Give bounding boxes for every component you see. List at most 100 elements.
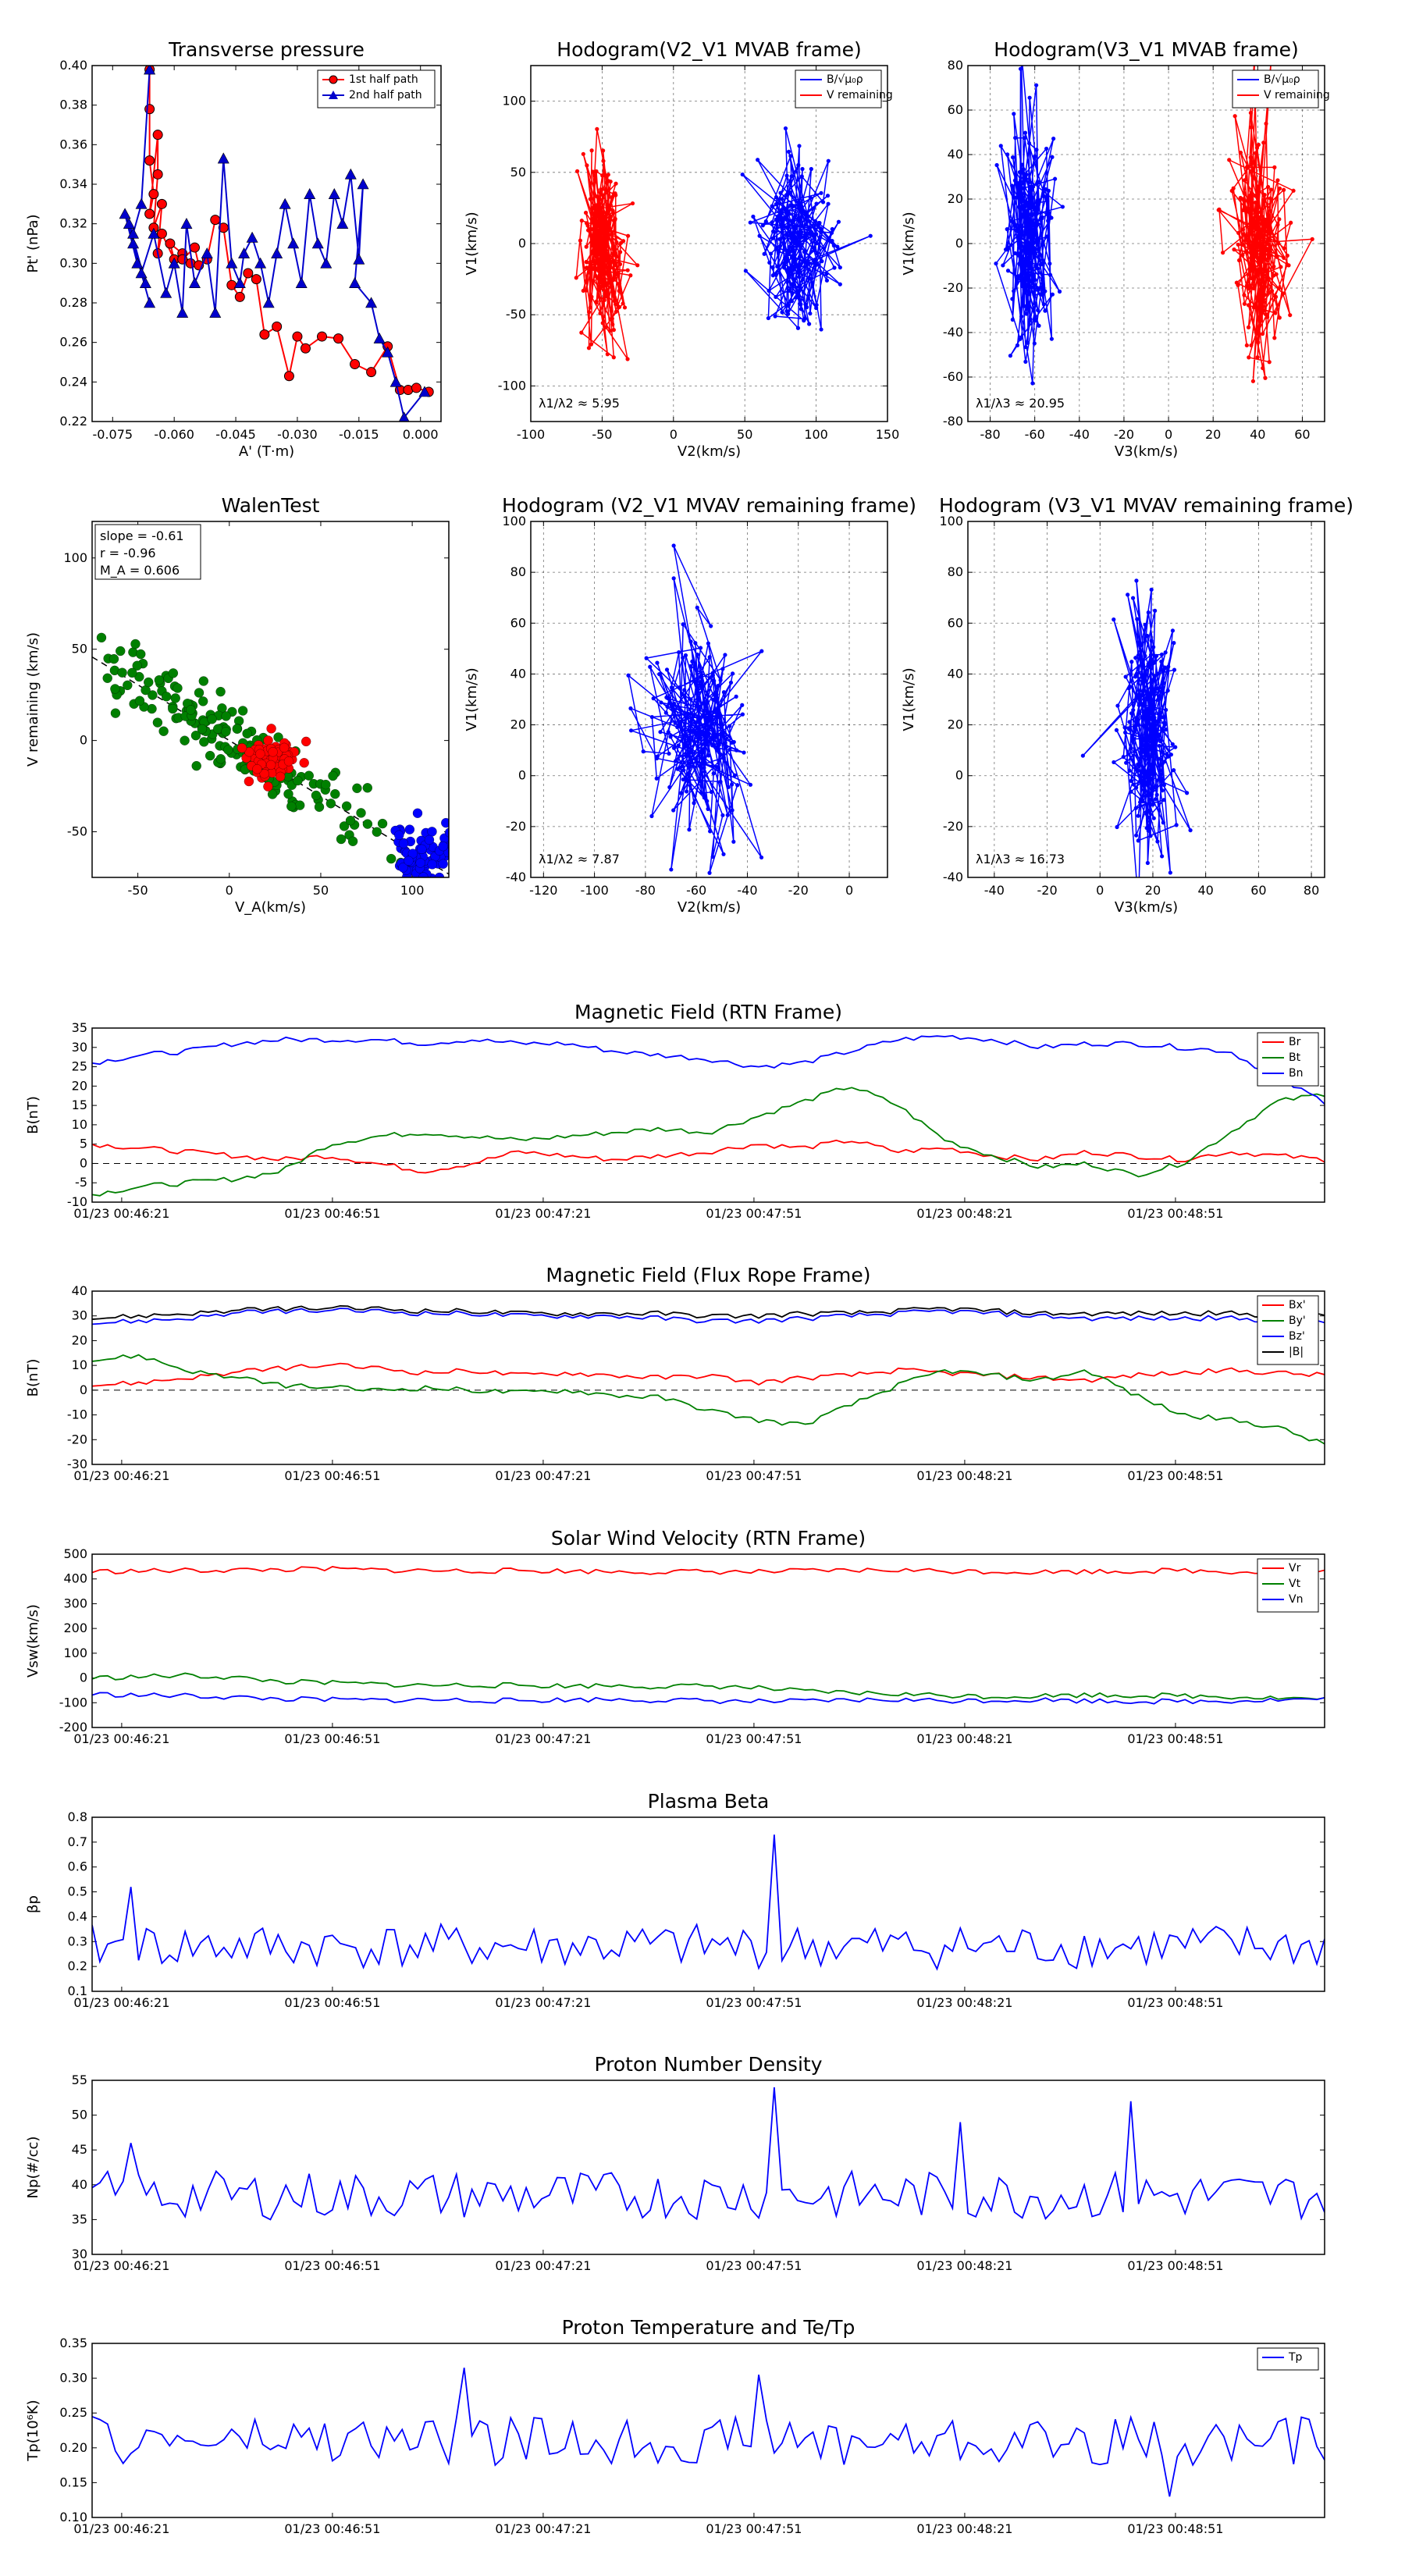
- hodogram-point: [617, 262, 623, 267]
- walen-point-green: [144, 677, 154, 688]
- hodogram-point: [788, 203, 793, 208]
- hodogram-point: [775, 264, 780, 269]
- hodogram-point: [1132, 725, 1137, 730]
- data-point-2nd-half: [373, 332, 386, 343]
- hodogram-point: [1188, 828, 1193, 833]
- magnetic-field-flux-rope-xtick-label: 01/23 00:48:51: [1127, 1468, 1223, 1483]
- transverse-pressure-xtick-label: -0.045: [215, 427, 256, 442]
- hodogram-point: [1151, 753, 1155, 758]
- data-point-2nd-half: [209, 307, 222, 318]
- legend-label: B/√μ₀ρ: [827, 73, 863, 86]
- hodogram-v3-v1-mvab-legend: B/√μ₀ρ V remaining: [1232, 69, 1330, 109]
- hodogram-v3-v1-mvav-plot-area: [1080, 578, 1193, 877]
- walen-point-red: [276, 771, 286, 782]
- hodogram-point: [723, 741, 727, 745]
- hodogram-point: [599, 283, 605, 289]
- hodogram-point: [611, 218, 616, 223]
- hodogram-point: [1261, 253, 1266, 258]
- hodogram-point: [774, 202, 778, 207]
- data-point-1st-half: [333, 333, 344, 344]
- hodogram-point: [697, 704, 702, 709]
- hodogram-point: [1017, 169, 1022, 175]
- hodogram-point: [1256, 142, 1261, 148]
- hodogram-point: [1127, 768, 1132, 773]
- hodogram-v2-v1-mvav-ytick-label: 100: [502, 514, 526, 528]
- plasma-beta-frame: [91, 1816, 1325, 1992]
- hodogram-point: [1266, 290, 1271, 294]
- hodogram-point: [1040, 276, 1045, 281]
- hodogram-point: [1166, 664, 1171, 669]
- data-point-2nd-half: [389, 375, 402, 387]
- hodogram-point: [1140, 747, 1146, 753]
- hodogram-point: [1046, 219, 1051, 223]
- hodogram-point: [1129, 745, 1133, 751]
- hodogram-point: [1269, 289, 1275, 294]
- data-point-1st-half: [272, 321, 283, 332]
- hodogram-point: [723, 653, 727, 657]
- hodogram-v3-v1-mvab-xtick-label: -60: [1025, 427, 1045, 442]
- plasma-beta-ytick-label: 0.2: [68, 1959, 87, 1973]
- hodogram-point: [630, 201, 635, 206]
- hodogram-point: [791, 217, 796, 222]
- hodogram-point: [824, 271, 829, 276]
- walen-point-green: [207, 714, 217, 724]
- hodogram-point: [1033, 277, 1037, 283]
- proton-number-density-ylabel: Np(#/cc): [25, 2137, 41, 2199]
- hodogram-point: [1253, 151, 1258, 155]
- hodogram-point: [579, 330, 584, 335]
- solar-wind-velocity-xtick-label: 01/23 00:47:21: [495, 1731, 591, 1746]
- hodogram-point: [606, 225, 611, 229]
- walen-point-blue: [466, 835, 475, 845]
- hodogram-point: [1024, 311, 1029, 316]
- hodogram-point: [666, 730, 670, 735]
- hodogram-point: [1236, 258, 1242, 263]
- hodogram-v3-v1-mvab-xtick-label: -80: [980, 427, 1000, 442]
- hodogram-point: [590, 216, 595, 221]
- proton-number-density-xtick-label: 01/23 00:48:21: [916, 2258, 1012, 2273]
- hodogram-point: [1008, 219, 1013, 223]
- data-point-2nd-half: [271, 247, 283, 258]
- hodogram-point: [1263, 225, 1268, 229]
- data-point-2nd-half: [180, 218, 193, 229]
- hodogram-point: [814, 306, 819, 311]
- hodogram-point: [581, 288, 585, 294]
- walen-point-blue: [451, 848, 461, 857]
- hodogram-point: [784, 268, 790, 272]
- hodogram-point: [731, 839, 736, 844]
- hodogram-point: [603, 187, 608, 192]
- solar-wind-velocity-series-Vn: [92, 1692, 1325, 1705]
- hodogram-point: [695, 724, 699, 729]
- hodogram-point: [829, 230, 834, 235]
- hodogram-point: [1267, 360, 1272, 365]
- hodogram-point: [1153, 797, 1158, 802]
- hodogram-point: [798, 201, 802, 206]
- data-point-2nd-half: [311, 237, 324, 249]
- walen-point-green: [242, 728, 252, 738]
- hodogram-point: [1149, 587, 1154, 592]
- hodogram-point: [1261, 197, 1266, 202]
- hodogram-point: [1040, 215, 1044, 219]
- hodogram-point: [711, 771, 716, 776]
- stats-line: M_A = 0.606: [100, 563, 180, 578]
- transverse-pressure-xtick-label: -0.075: [93, 427, 133, 442]
- hodogram-point: [1015, 343, 1020, 347]
- hodogram-point: [1033, 318, 1038, 323]
- walen-point-green: [136, 649, 146, 660]
- hodogram-point: [1266, 221, 1271, 226]
- walen-point-green: [132, 660, 142, 671]
- hodogram-point: [1001, 263, 1005, 268]
- hodogram-point: [1247, 233, 1251, 238]
- plasma-beta-ytick-label: 0.4: [68, 1909, 87, 1923]
- data-point-1st-half: [189, 242, 200, 253]
- hodogram-point: [1016, 229, 1021, 234]
- hodogram-point: [725, 813, 730, 817]
- hodogram-point: [770, 204, 774, 208]
- hodogram-point: [1236, 242, 1240, 247]
- hodogram-point: [1146, 815, 1151, 820]
- hodogram-point: [602, 269, 607, 274]
- walen-point-green: [304, 770, 314, 781]
- proton-number-density-ytick-label: 35: [72, 2211, 87, 2226]
- walen-point-green: [168, 703, 178, 714]
- hodogram-point: [574, 276, 578, 280]
